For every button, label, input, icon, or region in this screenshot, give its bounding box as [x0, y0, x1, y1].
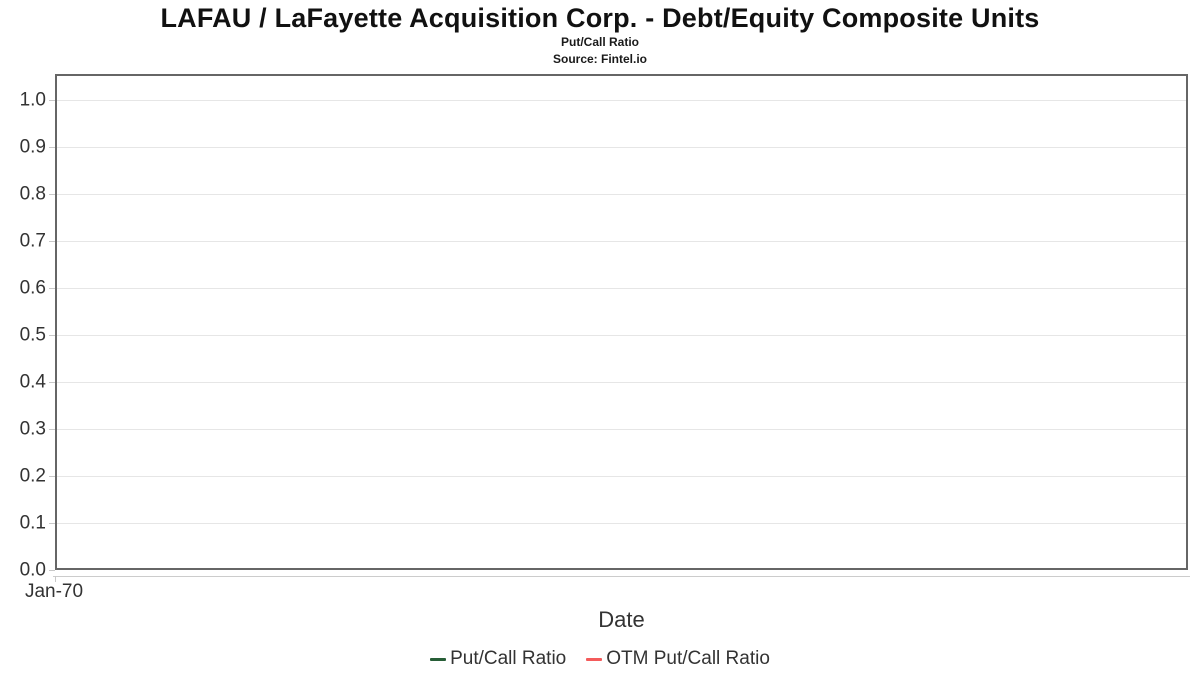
y-axis-tick — [49, 288, 55, 289]
y-tick-label: 0.7 — [19, 230, 46, 252]
chart-title: LAFAU / LaFayette Acquisition Corp. - De… — [160, 3, 1040, 33]
y-axis-tick — [49, 241, 55, 242]
y-tick-label: 0.0 — [19, 559, 46, 581]
gridline — [57, 287, 1186, 289]
plot-border — [55, 74, 1188, 570]
legend: Put/Call Ratio OTM Put/Call Ratio — [0, 648, 1200, 670]
x-axis-tick — [55, 576, 56, 582]
legend-item-otm-put-call-ratio[interactable]: OTM Put/Call Ratio — [586, 648, 770, 670]
y-axis-tick — [49, 194, 55, 195]
y-tick-label: 0.8 — [19, 183, 46, 205]
y-tick-label: 0.6 — [19, 277, 46, 299]
x-axis-title: Date — [598, 607, 645, 632]
y-axis-tick — [49, 147, 55, 148]
y-tick-label: 0.4 — [19, 371, 46, 393]
gridline — [57, 334, 1186, 336]
gridline — [57, 240, 1186, 242]
gridline — [57, 475, 1186, 477]
gridline — [57, 99, 1186, 101]
y-axis-tick — [49, 382, 55, 383]
plot-area — [55, 74, 1188, 570]
y-tick-label: 0.3 — [19, 418, 46, 440]
y-tick-label: 0.9 — [19, 136, 46, 158]
legend-item-put-call-ratio[interactable]: Put/Call Ratio — [430, 648, 566, 670]
x-tick-label: Jan-70 — [24, 581, 84, 602]
legend-label: Put/Call Ratio — [450, 648, 567, 669]
y-axis-tick — [49, 523, 55, 524]
y-axis-tick — [49, 429, 55, 430]
y-tick-label: 0.1 — [19, 512, 46, 534]
chart-subtitle: Put/Call Ratio — [560, 35, 639, 49]
y-axis-tick — [49, 476, 55, 477]
line-swatch-icon — [586, 657, 603, 661]
y-axis-tick — [49, 570, 55, 571]
x-axis-line — [53, 576, 1190, 577]
gridline — [57, 193, 1186, 195]
y-tick-label: 1.0 — [19, 89, 46, 111]
gridline — [57, 522, 1186, 524]
gridline — [57, 146, 1186, 148]
gridline — [57, 381, 1186, 383]
legend-label: OTM Put/Call Ratio — [606, 648, 770, 669]
y-tick-label: 0.2 — [19, 465, 46, 487]
y-tick-label: 0.5 — [19, 324, 46, 346]
gridline — [57, 428, 1186, 430]
y-axis-tick — [49, 100, 55, 101]
line-swatch-icon — [430, 657, 447, 661]
y-axis-tick — [49, 335, 55, 336]
chart-source-label: Source: Fintel.io — [552, 52, 647, 66]
